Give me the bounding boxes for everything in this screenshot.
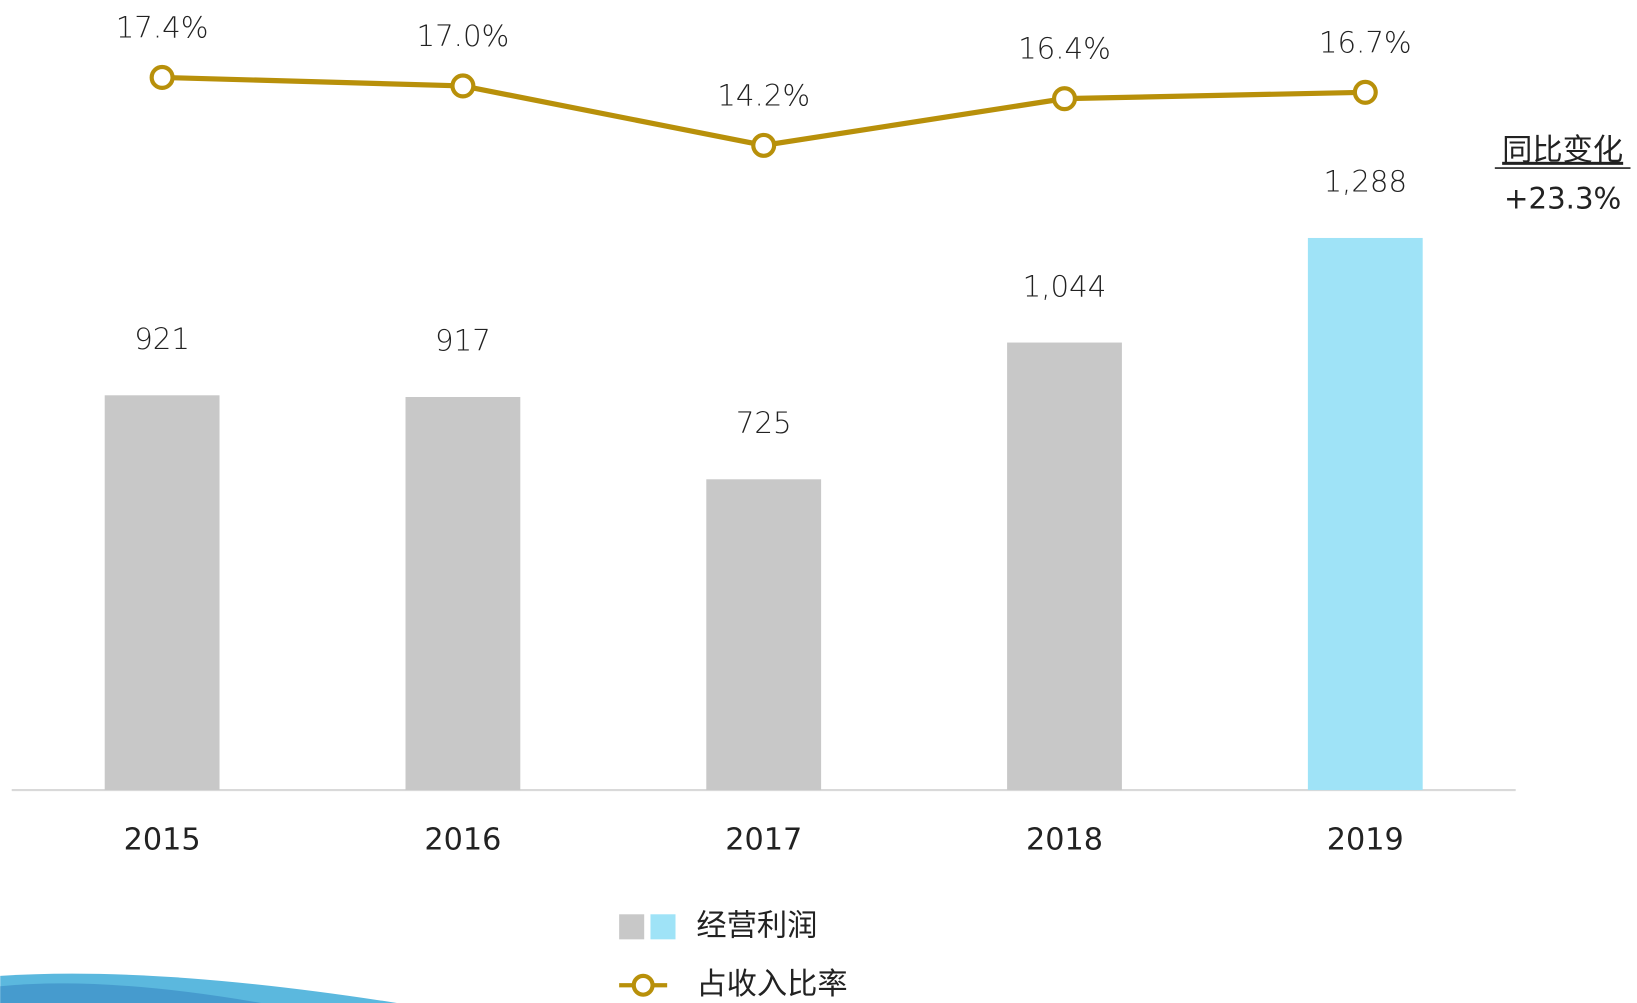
annotation: +23.3% [1504, 181, 1621, 215]
data-label: 17.4% [116, 10, 209, 44]
bar [104, 395, 220, 791]
line-marker [450, 73, 476, 99]
x-tick-label: 2019 [1327, 823, 1404, 858]
data-label: 921 [134, 322, 190, 356]
annotation: 同比变化 [1502, 133, 1623, 168]
x-tick-label: 2015 [124, 823, 201, 858]
bar [1007, 342, 1122, 791]
data-label: 16.7% [1319, 25, 1412, 59]
data-label: 16.4% [1018, 32, 1111, 66]
x-tick-label: 2017 [725, 823, 802, 858]
line-marker [149, 64, 175, 90]
decoration [0, 983, 262, 1003]
line-marker [751, 132, 777, 158]
line-marker [1352, 79, 1378, 105]
data-label: 14.2% [717, 78, 810, 112]
bar [1307, 237, 1423, 791]
data-label: 917 [435, 324, 491, 358]
data-label: 1,288 [1323, 165, 1407, 199]
bar [706, 479, 822, 791]
legend-swatch [650, 914, 676, 940]
x-tick-label: 2018 [1026, 823, 1103, 858]
data-label: 725 [736, 406, 792, 440]
data-label: 17.0% [416, 19, 509, 53]
data-label: 1,044 [1023, 269, 1107, 303]
legend-label: 占收入比率 [696, 967, 847, 1002]
legend-label: 经营利润 [696, 908, 817, 943]
line-marker [1051, 86, 1078, 112]
bar [405, 396, 521, 791]
legend-swatch [631, 973, 655, 997]
legend-swatch [619, 914, 645, 940]
x-tick-label: 2016 [424, 823, 501, 858]
